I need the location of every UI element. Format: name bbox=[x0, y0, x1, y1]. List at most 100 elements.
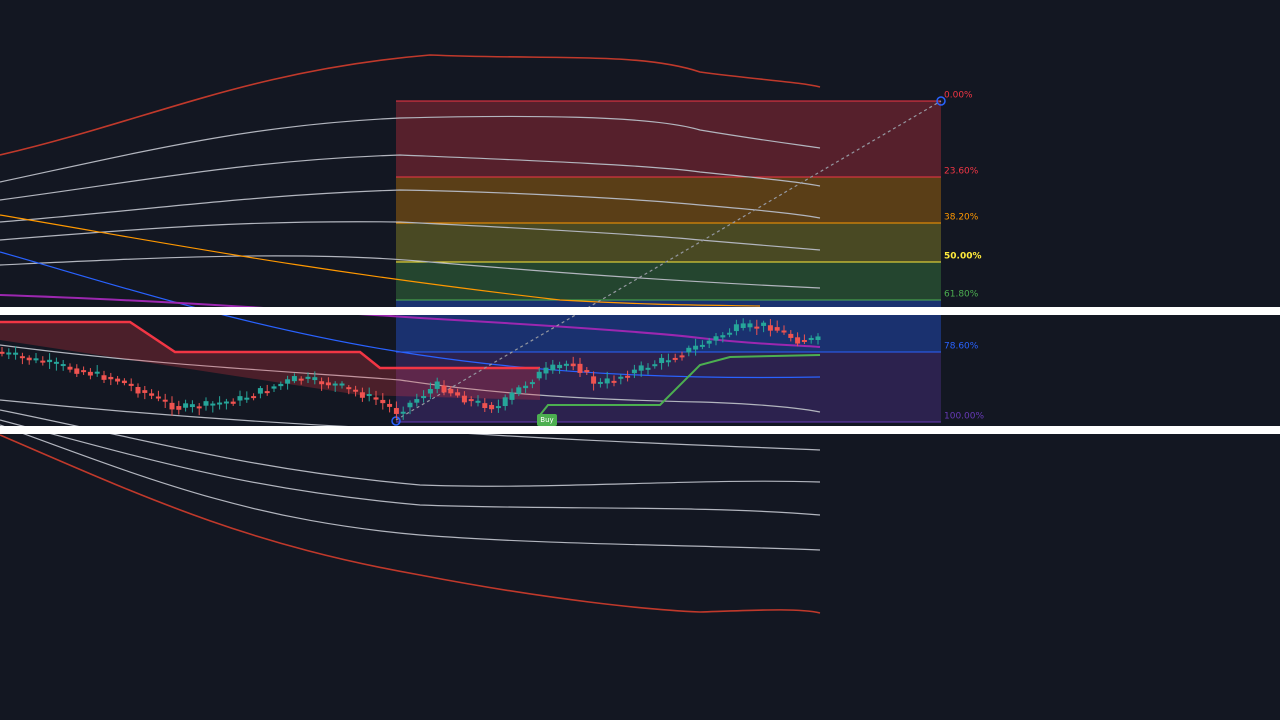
candle-body bbox=[699, 344, 705, 347]
candle-body bbox=[516, 387, 522, 394]
candle-body bbox=[754, 326, 760, 329]
lower-band-2 bbox=[0, 409, 821, 487]
candle-body bbox=[740, 323, 746, 328]
upper-band-1 bbox=[0, 154, 821, 201]
candle-body bbox=[693, 345, 699, 350]
candle-body bbox=[788, 333, 794, 338]
candle-body bbox=[169, 402, 175, 410]
candle-body bbox=[40, 360, 46, 363]
fib-zone bbox=[396, 262, 941, 300]
fib-level-label: 50.00% bbox=[944, 252, 982, 262]
candle-body bbox=[557, 364, 563, 369]
candle-body bbox=[625, 375, 631, 378]
candle-body bbox=[87, 371, 93, 376]
candle-body bbox=[230, 401, 236, 404]
candle-body bbox=[584, 370, 590, 373]
candle-body bbox=[767, 325, 773, 331]
candle-body bbox=[47, 359, 53, 363]
candle-body bbox=[264, 391, 270, 394]
upper-band-0 bbox=[0, 189, 821, 223]
candle-body bbox=[482, 403, 488, 409]
candle-body bbox=[325, 382, 331, 386]
candle-body bbox=[461, 395, 467, 403]
candle-body bbox=[597, 381, 603, 384]
candle-body bbox=[536, 371, 542, 379]
candle-body bbox=[733, 324, 739, 332]
candle-body bbox=[686, 347, 692, 353]
candle-body bbox=[400, 411, 406, 414]
supertrend-fill bbox=[0, 322, 540, 400]
candle-body bbox=[414, 399, 420, 403]
candle-body bbox=[319, 381, 325, 385]
candle-body bbox=[550, 364, 556, 371]
candle-body bbox=[285, 379, 291, 384]
candle-body bbox=[210, 403, 216, 406]
candle-body bbox=[631, 369, 637, 374]
candle-body bbox=[67, 366, 73, 370]
fib-anchor bbox=[936, 96, 946, 106]
mid-band bbox=[0, 255, 821, 289]
ema-purple bbox=[0, 294, 821, 348]
candle-body bbox=[203, 401, 209, 406]
candle-body bbox=[312, 377, 318, 381]
candle-body bbox=[53, 361, 59, 364]
fib-zone bbox=[396, 101, 941, 177]
candle-body bbox=[189, 404, 195, 408]
candle-body bbox=[679, 355, 685, 358]
candle-body bbox=[577, 363, 583, 373]
candle-body bbox=[366, 394, 372, 397]
candle-body bbox=[339, 383, 345, 386]
candle-body bbox=[591, 376, 597, 384]
candle-body bbox=[774, 327, 780, 331]
candle-body bbox=[720, 335, 726, 338]
candle-body bbox=[19, 356, 25, 359]
candle-body bbox=[523, 385, 529, 389]
candle-body bbox=[393, 408, 399, 414]
candle-body bbox=[115, 378, 121, 382]
candle-body bbox=[781, 330, 787, 333]
candle-body bbox=[135, 387, 141, 394]
lower-band-0 bbox=[0, 344, 821, 413]
candle-body bbox=[448, 388, 454, 394]
candle-body bbox=[244, 397, 250, 400]
candle-body bbox=[665, 360, 671, 363]
candle-body bbox=[33, 358, 39, 361]
candle-body bbox=[659, 357, 665, 364]
candle-body bbox=[611, 380, 617, 383]
candle-body bbox=[155, 396, 161, 399]
fib-zone bbox=[396, 177, 941, 223]
candle-body bbox=[217, 402, 223, 405]
fib-level-label: 38.20% bbox=[944, 213, 979, 223]
highlight-band bbox=[0, 426, 1280, 434]
candle-body bbox=[529, 382, 535, 385]
candle-body bbox=[353, 389, 359, 392]
ema-blue bbox=[0, 251, 821, 379]
upper-band-3 bbox=[0, 54, 821, 156]
supertrend-up bbox=[539, 354, 821, 416]
candle-body bbox=[468, 399, 474, 402]
candle-body bbox=[121, 380, 127, 384]
fib-level-label: 0.00% bbox=[944, 91, 973, 101]
candle-body bbox=[618, 376, 624, 379]
candle-body bbox=[81, 370, 87, 373]
candle-body bbox=[223, 401, 229, 404]
candle-body bbox=[74, 368, 80, 374]
fib-level-label: 78.60% bbox=[944, 342, 979, 352]
candle-body bbox=[298, 378, 304, 381]
candle-body bbox=[638, 365, 644, 371]
candle-body bbox=[94, 371, 100, 374]
candle-body bbox=[359, 392, 365, 398]
candle-body bbox=[421, 396, 427, 399]
candle-body bbox=[808, 337, 814, 340]
candle-body bbox=[149, 393, 155, 396]
candle-body bbox=[604, 378, 610, 384]
candle-body bbox=[387, 403, 393, 407]
candle-body bbox=[183, 403, 189, 408]
candle-body bbox=[489, 404, 495, 410]
fib-level-label: 23.60% bbox=[944, 167, 979, 177]
candle-body bbox=[455, 392, 461, 396]
fib-zone bbox=[396, 223, 941, 262]
candle-body bbox=[495, 406, 501, 409]
